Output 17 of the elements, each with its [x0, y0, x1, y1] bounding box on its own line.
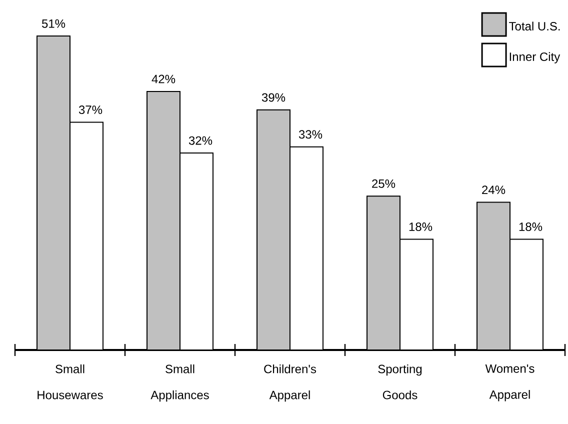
category-label: Small Housewares: [38, 364, 103, 400]
data-label: 42%: [152, 74, 176, 84]
category-label: Children's Apparel: [264, 364, 316, 402]
data-label: 51%: [42, 19, 66, 28]
category-label: Sporting Goods: [378, 364, 422, 400]
legend-label: Total U.S.: [509, 22, 560, 31]
category-label: Women's Apparel: [485, 364, 534, 402]
category-label: Small Appliances: [150, 364, 209, 402]
data-label: 24%: [482, 186, 506, 194]
legend-label: Inner City: [510, 52, 560, 64]
data-label: 33%: [298, 130, 322, 139]
data-label: 39%: [262, 93, 286, 102]
data-label: 37%: [78, 106, 102, 114]
data-label: 32%: [188, 136, 212, 145]
data-label: 18%: [409, 222, 432, 231]
data-label: 18%: [519, 222, 542, 231]
data-label: 25%: [372, 179, 396, 188]
